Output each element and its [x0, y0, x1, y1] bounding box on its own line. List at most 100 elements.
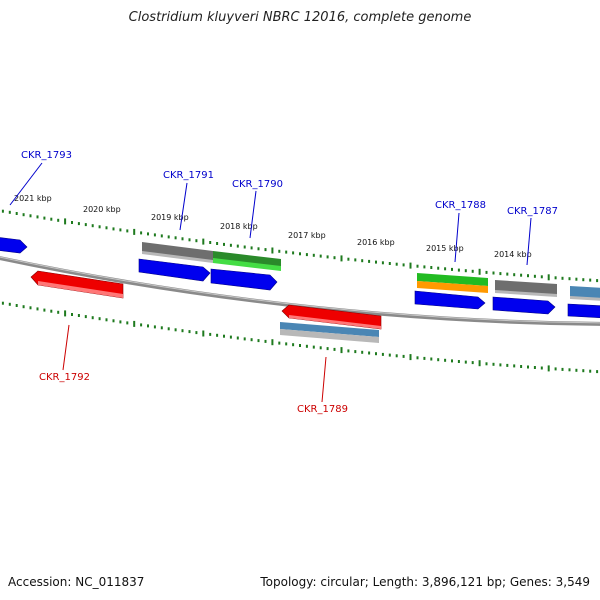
- accession-text: Accession: NC_011837: [8, 575, 145, 589]
- gene-CKR_1789-arrow[interactable]: [280, 304, 382, 343]
- gene-label-CKR_1792[interactable]: CKR_1792: [39, 372, 90, 383]
- upper-minor-tick: [167, 235, 170, 239]
- lower-minor-tick: [188, 330, 191, 334]
- upper-minor-tick: [375, 260, 377, 264]
- upper-tick-track: [1, 209, 599, 283]
- lower-minor-tick: [71, 313, 73, 316]
- upper-minor-tick: [540, 275, 543, 279]
- lower-minor-tick: [395, 354, 398, 358]
- upper-minor-tick: [312, 253, 315, 257]
- lower-minor-tick: [485, 362, 488, 366]
- lower-minor-tick: [195, 331, 198, 335]
- lower-minor-tick: [354, 350, 357, 354]
- upper-minor-tick: [361, 259, 364, 263]
- lower-minor-tick: [257, 339, 260, 343]
- lower-minor-tick: [347, 349, 350, 353]
- upper-major-tick: [271, 247, 274, 254]
- upper-minor-tick: [195, 239, 198, 243]
- upper-minor-tick: [160, 234, 163, 238]
- kbp-label-2015: 2015 kbp: [426, 244, 464, 253]
- lower-minor-tick: [147, 324, 149, 328]
- upper-minor-tick: [395, 262, 398, 266]
- gene-CKR_1792-arrow[interactable]: [30, 270, 124, 299]
- upper-minor-tick: [50, 217, 53, 221]
- lower-minor-tick: [312, 345, 315, 349]
- lower-minor-tick: [181, 329, 184, 333]
- upper-minor-tick: [174, 236, 177, 240]
- lower-minor-tick: [98, 317, 101, 321]
- lower-minor-tick: [91, 316, 94, 320]
- upper-minor-tick: [437, 266, 440, 270]
- lower-minor-tick: [250, 338, 253, 342]
- lower-minor-tick: [540, 366, 543, 370]
- gene-CKR_1790-bars[interactable]: [210, 251, 281, 291]
- upper-minor-tick: [533, 274, 536, 278]
- kbp-label-2016: 2016 kbp: [357, 238, 395, 247]
- upper-minor-tick: [451, 267, 453, 271]
- lower-minor-tick: [368, 351, 371, 355]
- gene-label-CKR_1789[interactable]: CKR_1789: [297, 404, 348, 415]
- lower-minor-tick: [575, 368, 578, 372]
- lower-minor-tick: [361, 350, 364, 354]
- lower-minor-tick: [43, 308, 46, 312]
- gene-CKR_1788-bars[interactable]: [414, 273, 488, 310]
- kbp-label-2019: 2019 kbp: [151, 213, 189, 222]
- lower-major-tick: [271, 339, 274, 346]
- upper-minor-tick: [285, 250, 288, 254]
- lower-minor-tick: [153, 325, 156, 329]
- lower-minor-tick: [457, 360, 460, 363]
- upper-minor-tick: [77, 222, 80, 226]
- gene-label-CKR_1790[interactable]: CKR_1790: [232, 179, 283, 190]
- lower-minor-tick: [105, 318, 108, 322]
- lower-minor-tick: [174, 328, 177, 332]
- genome-backbone-highlight: [0, 256, 600, 324]
- upper-major-tick: [340, 255, 343, 262]
- upper-minor-tick: [485, 270, 488, 274]
- lower-minor-tick: [36, 307, 39, 311]
- upper-minor-tick: [84, 223, 87, 227]
- leader-CKR_1792: [62, 324, 70, 371]
- upper-minor-tick: [568, 277, 571, 281]
- lower-minor-tick: [57, 310, 60, 314]
- upper-minor-tick: [126, 229, 129, 233]
- lower-minor-tick: [437, 358, 440, 362]
- upper-minor-tick: [147, 232, 149, 236]
- gene-CKR_1787-bars[interactable]: [492, 280, 557, 315]
- lower-minor-tick: [423, 356, 426, 360]
- lower-minor-tick: [126, 321, 129, 325]
- upper-minor-tick: [140, 231, 143, 235]
- kbp-label-2017: 2017 kbp: [288, 231, 326, 240]
- lower-minor-tick: [264, 339, 267, 343]
- upper-minor-tick: [368, 259, 371, 263]
- leader-CKR_1788: [454, 212, 460, 263]
- upper-minor-tick: [153, 233, 156, 237]
- lower-major-tick: [478, 360, 481, 367]
- lower-minor-tick: [160, 326, 163, 330]
- lower-minor-tick: [513, 364, 516, 368]
- gene-label-CKR_1791[interactable]: CKR_1791: [163, 170, 214, 181]
- gene-edge-bars[interactable]: [567, 286, 600, 319]
- gene-label-CKR_1788[interactable]: CKR_1788: [435, 200, 486, 211]
- lower-minor-tick: [506, 363, 509, 367]
- lower-minor-tick: [229, 335, 232, 339]
- lower-minor-tick: [375, 352, 377, 356]
- upper-minor-tick: [209, 241, 212, 244]
- upper-minor-tick: [98, 225, 101, 229]
- upper-minor-tick: [292, 251, 295, 255]
- upper-minor-tick: [15, 212, 18, 215]
- gene-label-CKR_1787[interactable]: CKR_1787: [507, 206, 558, 217]
- lower-minor-tick: [430, 357, 433, 361]
- upper-minor-tick: [264, 248, 267, 252]
- lower-minor-tick: [112, 319, 115, 323]
- lower-major-tick: [202, 330, 205, 337]
- lower-minor-tick: [223, 334, 225, 338]
- lower-minor-tick: [278, 341, 281, 345]
- lower-minor-tick: [319, 346, 322, 350]
- gene-CKR_1791-bars[interactable]: [138, 242, 213, 282]
- gene-CKR_1793-arrow[interactable]: [0, 237, 28, 254]
- lower-minor-tick: [492, 362, 495, 366]
- lower-minor-tick: [416, 356, 419, 360]
- upper-minor-tick: [471, 269, 474, 273]
- upper-minor-tick: [319, 254, 322, 258]
- gene-label-CKR_1793[interactable]: CKR_1793: [21, 150, 72, 161]
